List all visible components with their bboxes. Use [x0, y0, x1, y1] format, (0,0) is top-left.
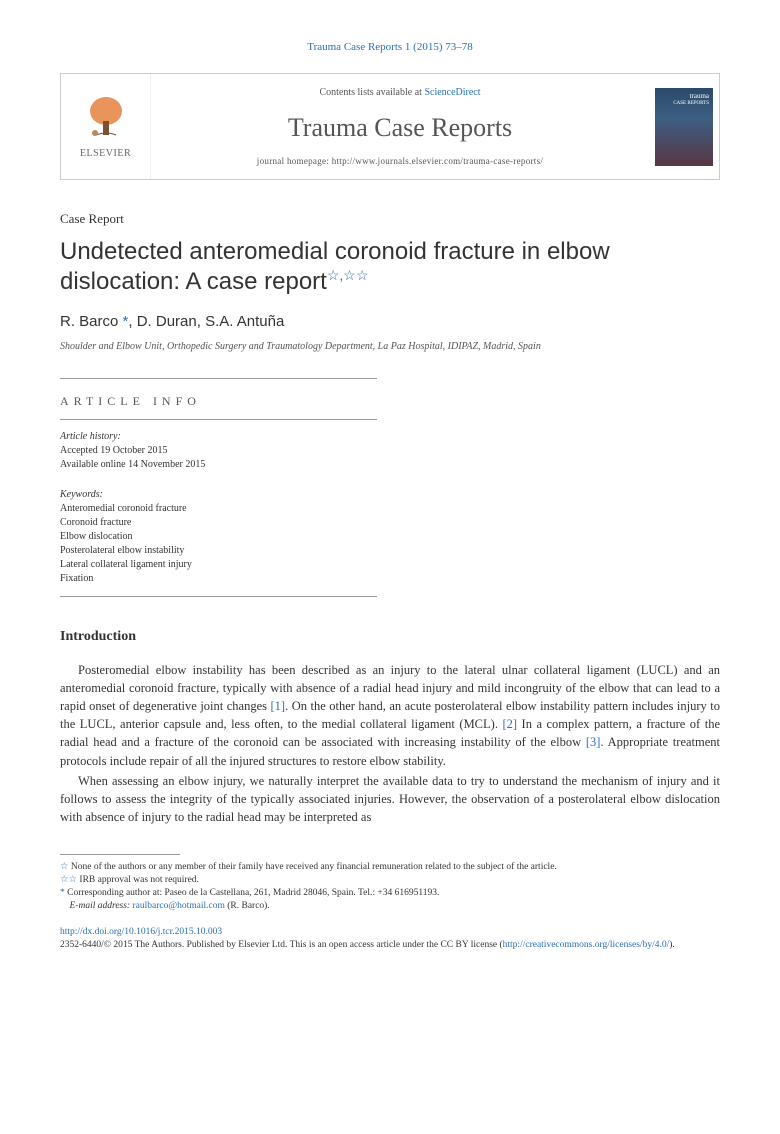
footnote-2-symbol: ☆☆ — [60, 875, 77, 885]
doi-copyright-block: http://dx.doi.org/10.1016/j.tcr.2015.10.… — [60, 926, 720, 952]
page-container: Trauma Case Reports 1 (2015) 73–78 ELSEV… — [0, 0, 780, 982]
footnote-2-text: IRB approval was not required. — [77, 875, 199, 885]
doi-link[interactable]: http://dx.doi.org/10.1016/j.tcr.2015.10.… — [60, 927, 222, 937]
history-accepted: Accepted 19 October 2015 — [60, 444, 377, 458]
authors-line: R. Barco *, D. Duran, S.A. Antuña — [60, 311, 720, 332]
section-introduction-heading: Introduction — [60, 627, 720, 647]
citation-2[interactable]: [2] — [502, 717, 517, 731]
citation-3[interactable]: [3] — [586, 735, 601, 749]
copyright-text: 2352-6440/© 2015 The Authors. Published … — [60, 940, 503, 950]
journal-homepage-line: journal homepage: http://www.journals.el… — [161, 155, 639, 168]
footnotes-rule — [60, 854, 180, 855]
title-footnote-marks[interactable]: ☆,☆☆ — [327, 267, 369, 283]
license-link[interactable]: http://creativecommons.org/licenses/by/4… — [503, 940, 670, 950]
header-center: Contents lists available at ScienceDirec… — [151, 74, 649, 179]
affiliation: Shoulder and Elbow Unit, Orthopedic Surg… — [60, 340, 720, 354]
email-link[interactable]: raulbarco@hotmail.com — [132, 901, 224, 911]
elsevier-logo-block[interactable]: ELSEVIER — [61, 74, 151, 179]
keywords-block: Keywords: Anteromedial coronoid fracture… — [60, 488, 377, 586]
homepage-prefix: journal homepage: — [257, 156, 332, 166]
history-online: Available online 14 November 2015 — [60, 458, 377, 472]
keyword-0: Anteromedial coronoid fracture — [60, 502, 377, 516]
article-type: Case Report — [60, 210, 720, 228]
contents-prefix: Contents lists available at — [319, 87, 424, 98]
article-history: Article history: Accepted 19 October 201… — [60, 430, 377, 472]
cover-image: trauma CASE REPORTS — [655, 88, 713, 166]
author-1[interactable]: R. Barco — [60, 313, 118, 330]
footnote-3: * Corresponding author at: Paseo de la C… — [60, 887, 720, 900]
author-2[interactable]: , D. Duran — [128, 313, 196, 330]
sciencedirect-link[interactable]: ScienceDirect — [424, 87, 480, 98]
keyword-3: Posterolateral elbow instability — [60, 544, 377, 558]
info-rule-bottom — [60, 596, 377, 597]
author-3[interactable]: , S.A. Antuña — [197, 313, 285, 330]
keyword-4: Lateral collateral ligament injury — [60, 558, 377, 572]
footnote-email: E-mail address: raulbarco@hotmail.com (R… — [60, 900, 720, 913]
journal-reference: Trauma Case Reports 1 (2015) 73–78 — [60, 40, 720, 55]
keyword-2: Elbow dislocation — [60, 530, 377, 544]
keyword-5: Fixation — [60, 572, 377, 586]
contents-available-line: Contents lists available at ScienceDirec… — [161, 86, 639, 100]
article-info-label: article info — [60, 393, 720, 410]
intro-paragraph-1: Posteromedial elbow instability has been… — [60, 661, 720, 770]
homepage-url: http://www.journals.elsevier.com/trauma-… — [332, 156, 544, 166]
journal-name: Trauma Case Reports — [161, 110, 639, 146]
copyright-suffix: ). — [669, 940, 675, 950]
journal-header-box: ELSEVIER Contents lists available at Sci… — [60, 73, 720, 180]
footnote-1: ☆ None of the authors or any member of t… — [60, 861, 720, 874]
elsevier-tree-icon — [81, 93, 131, 143]
email-label: E-mail address: — [70, 901, 133, 911]
history-label: Article history: — [60, 430, 377, 444]
cover-title-2: CASE REPORTS — [673, 100, 709, 107]
journal-cover-thumb[interactable]: trauma CASE REPORTS — [649, 74, 719, 179]
email-suffix: (R. Barco). — [225, 901, 270, 911]
info-rule-top — [60, 378, 377, 379]
footnote-1-symbol: ☆ — [60, 862, 69, 872]
corresponding-mark[interactable]: * — [118, 313, 128, 330]
info-rule-mid — [60, 419, 377, 420]
elsevier-label: ELSEVIER — [80, 147, 131, 161]
keyword-1: Coronoid fracture — [60, 516, 377, 530]
citation-1[interactable]: [1] — [271, 699, 286, 713]
intro-paragraph-2: When assessing an elbow injury, we natur… — [60, 772, 720, 826]
footnote-1-text: None of the authors or any member of the… — [69, 862, 557, 872]
footnote-2: ☆☆ IRB approval was not required. — [60, 874, 720, 887]
article-title: Undetected anteromedial coronoid fractur… — [60, 237, 720, 297]
keywords-label: Keywords: — [60, 488, 377, 502]
footnote-3-text: Corresponding author at: Paseo de la Cas… — [65, 888, 440, 898]
